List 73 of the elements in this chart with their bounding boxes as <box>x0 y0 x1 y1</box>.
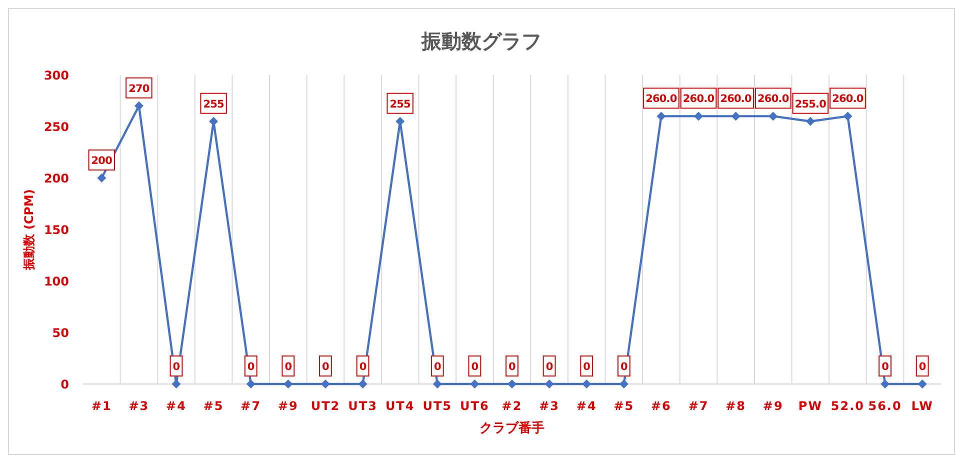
data-label: 0 <box>620 361 628 373</box>
x-tick-label: 52.0 <box>830 399 865 413</box>
x-tick-label: UT3 <box>348 399 378 413</box>
y-tick-label: 0 <box>60 378 69 392</box>
x-axis-title: クラブ番手 <box>480 420 544 436</box>
data-label: 0 <box>247 361 254 373</box>
x-tick-label: #4 <box>576 399 597 413</box>
data-label: 255 <box>203 98 224 110</box>
x-tick-label: #7 <box>240 399 262 413</box>
x-tick-label: #3 <box>539 399 560 413</box>
point <box>806 116 815 126</box>
x-tick-label: #2 <box>502 399 522 413</box>
x-tick-label: #7 <box>688 399 709 413</box>
data-label: 260.0 <box>832 93 864 106</box>
data-label: 0 <box>172 361 180 373</box>
data-label: 260.0 <box>758 93 789 106</box>
point <box>843 112 852 121</box>
point <box>544 380 554 388</box>
y-tick-label: 100 <box>44 274 69 288</box>
x-tick-label: #5 <box>203 399 224 413</box>
chart-title: 振動数グラフ <box>420 29 542 53</box>
data-label: 0 <box>471 361 478 373</box>
data-label: 260.0 <box>720 93 752 106</box>
x-tick-label: #9 <box>278 399 298 413</box>
x-tick-label: #9 <box>762 399 784 413</box>
point <box>694 112 704 121</box>
point <box>134 101 144 110</box>
point <box>358 380 368 388</box>
x-tick-label: #3 <box>128 399 150 413</box>
point <box>768 112 778 121</box>
data-label: 270 <box>128 82 150 95</box>
data-label: 0 <box>434 361 441 373</box>
point <box>246 380 256 388</box>
x-tick-label: UT5 <box>422 399 452 413</box>
point <box>432 380 442 388</box>
data-label: 260.0 <box>682 93 714 106</box>
x-tick-label: 56.0 <box>868 399 902 413</box>
y-tick-label: 150 <box>44 223 69 237</box>
data-label: 0 <box>583 361 590 373</box>
point <box>470 380 480 388</box>
x-tick-label: PW <box>798 399 822 413</box>
x-tick-label: LW <box>911 399 934 413</box>
x-tick-label: UT6 <box>460 399 490 413</box>
y-tick-label: 250 <box>44 120 69 134</box>
x-tick-label: UT2 <box>310 399 340 413</box>
x-tick-label: #5 <box>614 399 634 413</box>
x-tick-label: #1 <box>91 399 112 413</box>
point <box>918 380 927 388</box>
x-tick-label: #8 <box>726 399 746 413</box>
data-label: 0 <box>322 361 330 373</box>
data-label: 0 <box>546 361 553 373</box>
y-tick-label: 300 <box>44 68 69 82</box>
point <box>97 174 106 182</box>
point <box>284 380 293 388</box>
x-tick-label: #6 <box>651 399 672 413</box>
y-tick-label: 200 <box>44 172 69 186</box>
data-label: 255 <box>390 98 411 110</box>
point <box>508 380 516 388</box>
x-tick-label: #4 <box>166 399 186 413</box>
x-tick-label: UT4 <box>385 399 415 413</box>
y-axis-title: 振動数 (CPM) <box>22 189 36 271</box>
point <box>172 380 181 388</box>
data-label: 0 <box>284 361 292 373</box>
data-label: 0 <box>508 361 516 373</box>
data-label: 200 <box>91 155 112 167</box>
point <box>731 112 740 121</box>
point <box>656 112 666 121</box>
data-label: 0 <box>918 361 926 373</box>
y-tick-label: 50 <box>52 326 69 340</box>
data-label: 255.0 <box>794 98 826 110</box>
data-label: 0 <box>882 361 889 373</box>
data-label: 0 <box>359 361 366 373</box>
data-label: 260.0 <box>646 93 677 106</box>
